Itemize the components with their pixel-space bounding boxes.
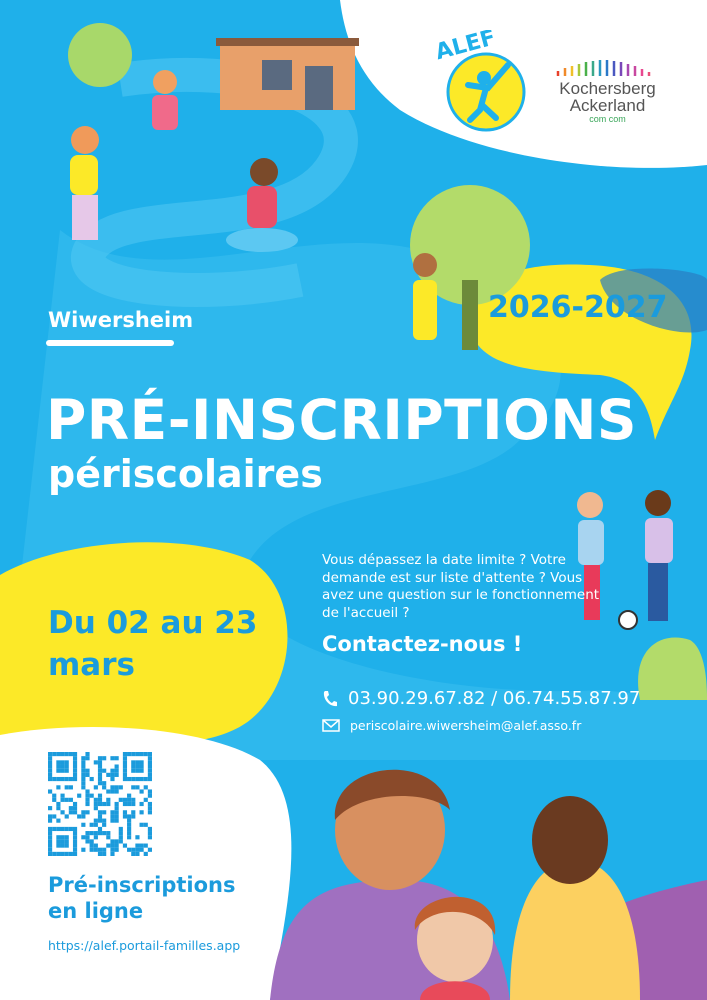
child-illustration bbox=[413, 253, 437, 277]
page-subtitle: périscolaires bbox=[48, 452, 323, 496]
page-title: PRÉ-INSCRIPTIONS bbox=[46, 388, 638, 452]
child-illustration bbox=[577, 492, 603, 518]
child-illustration bbox=[153, 70, 177, 94]
child-illustration bbox=[417, 898, 493, 982]
alef-logo: ALEF bbox=[433, 30, 526, 132]
registration-url[interactable]: https://alef.portail-familles.app bbox=[48, 938, 241, 953]
color-bars bbox=[556, 60, 650, 76]
online-area bbox=[0, 727, 292, 1000]
online-label: Pré-inscriptions en ligne bbox=[48, 873, 236, 923]
ackerland-text: Ackerland bbox=[569, 96, 646, 115]
tree-illustration bbox=[68, 23, 132, 87]
underline-decoration bbox=[46, 340, 174, 346]
child-illustration bbox=[250, 158, 278, 186]
kochersberg-logo: Kochersberg Ackerland com com bbox=[550, 60, 665, 124]
email-link[interactable]: periscolaire.wiwersheim@alef.asso.fr bbox=[350, 718, 582, 733]
comcom-text: com com bbox=[589, 114, 626, 124]
location-name: Wiwersheim bbox=[48, 308, 194, 332]
info-text: Vous dépassez la date limite ? Votre dem… bbox=[322, 552, 600, 621]
child-illustration bbox=[71, 126, 99, 154]
kochersberg-text: Kochersberg bbox=[559, 79, 656, 98]
phone-row: 03.90.29.67.82 / 06.74.55.87.97 bbox=[322, 688, 640, 709]
envelope-icon bbox=[322, 719, 340, 732]
child-illustration bbox=[645, 490, 671, 516]
phone-icon bbox=[323, 690, 337, 706]
tree-illustration bbox=[410, 185, 530, 305]
school-year: 2026-2027 bbox=[488, 290, 668, 325]
adult-illustration bbox=[510, 860, 640, 1000]
contact-heading: Contactez-nous ! bbox=[322, 632, 523, 656]
qr-code[interactable] bbox=[48, 752, 152, 856]
registration-dates: Du 02 au 23 mars bbox=[48, 605, 258, 683]
phone-numbers[interactable]: 03.90.29.67.82 / 06.74.55.87.97 bbox=[348, 688, 641, 709]
date-blob bbox=[0, 542, 288, 746]
email-row: periscolaire.wiwersheim@alef.asso.fr bbox=[322, 718, 581, 733]
